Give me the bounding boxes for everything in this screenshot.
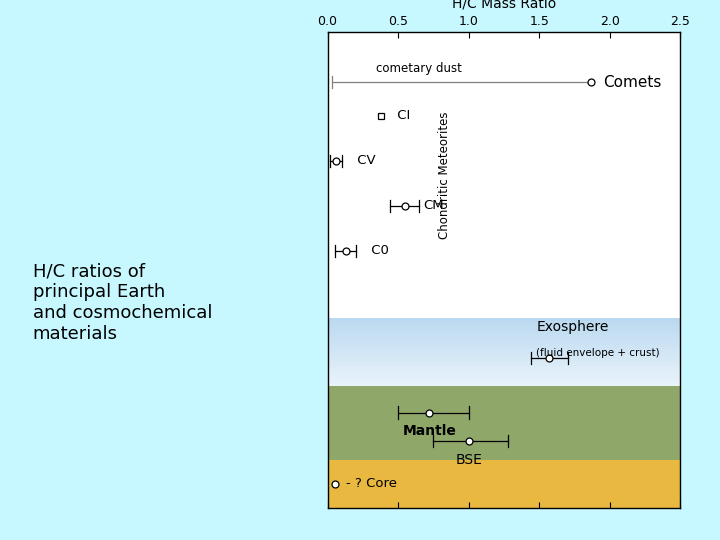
Bar <box>328 335 680 338</box>
Text: Mantle: Mantle <box>402 424 456 438</box>
Bar <box>328 376 680 380</box>
Text: BSE: BSE <box>455 453 482 467</box>
Text: Exosphere: Exosphere <box>536 320 609 334</box>
Bar <box>328 387 680 460</box>
Text: - ? Core: - ? Core <box>346 477 397 490</box>
Bar <box>328 318 680 387</box>
Bar <box>328 362 680 366</box>
Text: H/C ratios of
principal Earth
and cosmochemical
materials: H/C ratios of principal Earth and cosmoc… <box>33 262 212 342</box>
Text: CV: CV <box>353 154 376 167</box>
Text: C0: C0 <box>367 245 389 258</box>
Bar <box>328 380 680 383</box>
Bar <box>328 338 680 342</box>
Bar <box>328 355 680 359</box>
Text: CI: CI <box>392 109 410 122</box>
Bar <box>328 325 680 328</box>
Bar <box>328 32 680 318</box>
Bar <box>328 332 680 335</box>
Bar <box>328 345 680 348</box>
Bar <box>328 366 680 369</box>
Text: (fluid envelope + crust): (fluid envelope + crust) <box>536 348 660 359</box>
X-axis label: H/C Mass Ratio: H/C Mass Ratio <box>452 0 556 11</box>
Bar <box>328 460 680 508</box>
Bar <box>328 383 680 387</box>
Bar <box>328 373 680 376</box>
Bar <box>328 318 680 321</box>
Bar <box>328 359 680 362</box>
Bar <box>328 342 680 345</box>
Bar <box>328 369 680 373</box>
Bar <box>328 352 680 355</box>
Text: Comets: Comets <box>603 75 661 90</box>
Text: cometary dust: cometary dust <box>377 62 462 75</box>
Bar <box>328 328 680 332</box>
Text: Chondritic Meteorites: Chondritic Meteorites <box>438 111 451 239</box>
Text: CM: CM <box>423 199 444 212</box>
Bar <box>328 321 680 325</box>
Bar <box>328 348 680 352</box>
